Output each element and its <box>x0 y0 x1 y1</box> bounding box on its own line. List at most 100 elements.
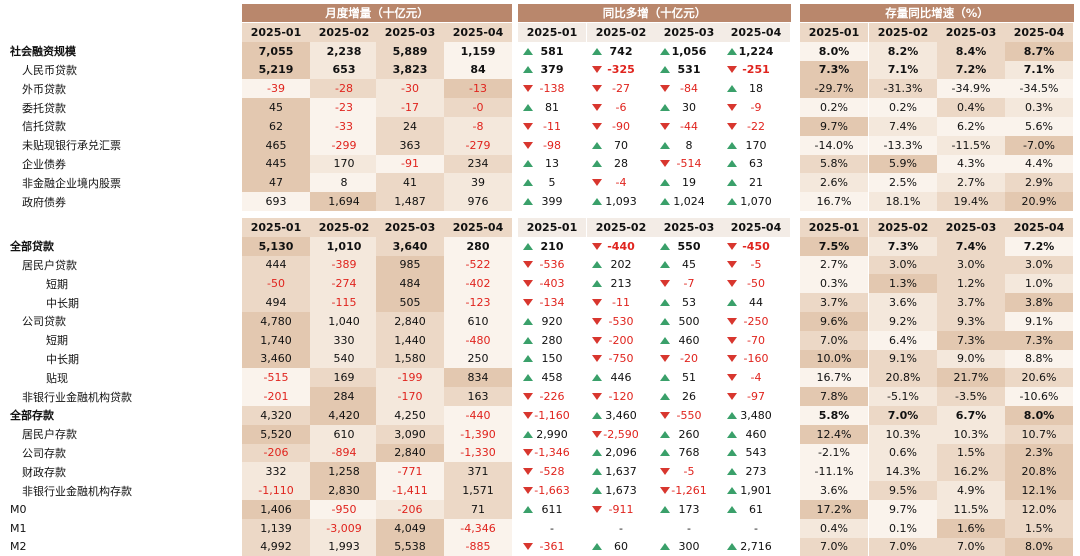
yoy-change-cell: 260 <box>655 425 723 444</box>
monthly-increment-cell: 330 <box>310 330 378 350</box>
yoy-change-cell: -98 <box>518 136 586 155</box>
arrow-down-icon <box>727 104 737 112</box>
monthly-increment-cell: -389 <box>310 255 378 275</box>
arrow-up-icon <box>727 179 737 187</box>
yoy-change-value: - <box>550 521 554 535</box>
monthly-increment-cell: -0 <box>444 98 512 117</box>
yoy-change-cell: 51 <box>655 368 723 387</box>
yoy-change-value: -530 <box>608 314 634 328</box>
yoy-change-value: -5 <box>750 258 762 272</box>
arrow-up-icon <box>592 47 602 55</box>
yoy-change-value: -450 <box>742 239 770 253</box>
monthly-increment-cell: 445 <box>242 154 310 174</box>
yoy-change-cell: 500 <box>655 312 723 331</box>
table-row: 外币贷款 -39 -28 -30 -13 -138 -27 -84 18 -29.7% -31.3%… <box>0 79 1080 99</box>
yoy-change-value: 45 <box>682 258 696 272</box>
yoy-change-value: - <box>687 521 691 535</box>
growth-rate-cell: -10.6% <box>1005 387 1073 406</box>
month-header: 2025-01 <box>518 23 586 42</box>
yoy-change-value: -20 <box>680 352 698 366</box>
table-row: 全部存款 4,320 4,420 4,250 -440 -1,160 3,460 -550 3,… <box>0 405 1080 425</box>
growth-rate-cell: -2.1% <box>800 443 868 463</box>
arrow-down-icon <box>523 487 533 495</box>
monthly-increment-cell: 1,571 <box>444 481 512 500</box>
growth-rate-cell: 7.1% <box>1005 60 1073 80</box>
row-label: 外币贷款 <box>22 82 66 96</box>
yoy-change-value: -1,261 <box>671 484 707 498</box>
growth-rate-cell: 0.6% <box>869 443 937 463</box>
growth-rate-cell: 6.2% <box>937 116 1005 136</box>
growth-rate-cell: -7.0% <box>1005 135 1073 155</box>
yoy-change-cell: 920 <box>518 312 586 331</box>
growth-rate-cell: 20.6% <box>1005 368 1073 388</box>
arrow-up-icon <box>592 543 602 551</box>
arrow-up-icon <box>523 66 533 74</box>
arrow-down-icon <box>727 317 737 325</box>
growth-rate-cell: 7.3% <box>1005 330 1073 350</box>
arrow-up-icon <box>523 355 533 363</box>
yoy-change-value: - <box>754 521 758 535</box>
growth-rate-cell: 7.3% <box>869 236 937 256</box>
yoy-change-value: - <box>619 521 623 535</box>
growth-rate-cell: 9.7% <box>869 499 937 519</box>
yoy-change-value: 460 <box>745 427 767 441</box>
growth-rate-cell: 3.8% <box>1005 293 1073 312</box>
monthly-increment-cell: -91 <box>376 154 444 174</box>
monthly-increment-cell: 170 <box>310 154 378 174</box>
growth-rate-cell: 1.3% <box>869 274 937 294</box>
arrow-up-icon <box>727 505 737 513</box>
yoy-change-value: 611 <box>541 502 563 516</box>
monthly-increment-cell: 653 <box>310 60 378 80</box>
arrow-down-icon <box>592 355 602 363</box>
yoy-change-cell: -2,590 <box>587 425 655 444</box>
growth-rate-cell: 2.5% <box>869 173 937 193</box>
arrow-up-icon <box>592 449 602 457</box>
growth-rate-cell: 10.3% <box>869 424 937 444</box>
monthly-increment-cell: 610 <box>444 311 512 331</box>
yoy-change-cell: 379 <box>518 61 586 80</box>
arrow-up-icon <box>592 160 602 168</box>
table-row: 贴现 -515 169 -199 834 458 446 51 -4 16.7% 20.8% 21.7… <box>0 368 1080 388</box>
yoy-change-value: 1,024 <box>673 195 705 209</box>
monthly-increment-cell: 163 <box>444 387 512 406</box>
arrow-down-icon <box>523 411 533 419</box>
growth-rate-cell: 7.5% <box>800 236 868 256</box>
yoy-change-value: -134 <box>539 296 565 310</box>
monthly-increment-cell: 444 <box>242 255 310 275</box>
yoy-change-cell: 63 <box>722 155 790 174</box>
yoy-change-cell: 1,070 <box>722 192 790 211</box>
growth-rate-cell: 20.8% <box>869 368 937 388</box>
table-row: 居民户存款 5,520 610 3,090 -1,390 2,990 -2,590 260 46… <box>0 424 1080 444</box>
yoy-change-value: -9 <box>750 101 762 115</box>
yoy-change-value: -251 <box>742 63 770 77</box>
yoy-change-value: 543 <box>745 446 767 460</box>
arrow-up-icon <box>727 47 737 55</box>
yoy-change-cell: 1,901 <box>722 481 790 500</box>
arrow-down-icon <box>660 122 670 130</box>
monthly-increment-cell: -522 <box>444 255 512 275</box>
growth-rate-cell: 9.0% <box>937 349 1005 369</box>
growth-rate-cell: 7.0% <box>800 537 868 556</box>
growth-rate-cell: 0.1% <box>869 518 937 538</box>
monthly-increment-cell: 5,130 <box>242 236 310 256</box>
monthly-increment-cell: 4,250 <box>376 405 444 425</box>
table-row: 短期 -50 -274 484 -402 -403 213 -7 -50 0.3% 1.3% 1.2%… <box>0 274 1080 294</box>
arrow-up-icon <box>523 242 533 250</box>
row-label: M2 <box>10 540 27 554</box>
month-header: 2025-01 <box>242 23 310 42</box>
growth-rate-cell: 7.8% <box>800 387 868 406</box>
yoy-change-value: 70 <box>614 138 628 152</box>
yoy-change-cell: -361 <box>518 538 586 556</box>
yoy-change-value: 742 <box>609 44 633 58</box>
yoy-change-value: -528 <box>539 465 565 479</box>
monthly-increment-cell: 540 <box>310 349 378 369</box>
monthly-increment-cell: -771 <box>376 462 444 482</box>
arrow-down-icon <box>523 261 533 269</box>
arrow-down-icon <box>523 122 533 130</box>
yoy-change-cell: -403 <box>518 274 586 293</box>
yoy-change-cell: -160 <box>722 350 790 369</box>
arrow-up-icon <box>727 430 737 438</box>
monthly-increment-cell: 976 <box>444 192 512 211</box>
growth-rate-cell: 8.0% <box>1005 537 1073 556</box>
month-header: 2025-01 <box>242 218 310 237</box>
